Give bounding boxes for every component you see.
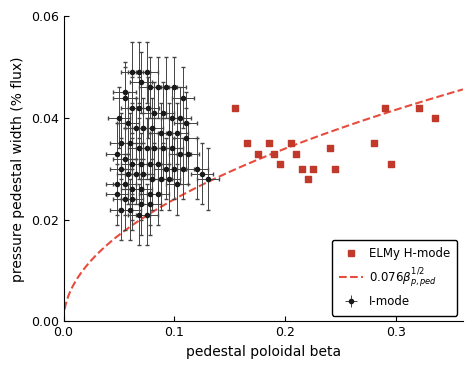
Point [243,140,250,146]
Point [298,166,306,172]
Point [370,140,378,146]
X-axis label: pedestal poloidal beta: pedestal poloidal beta [186,345,341,359]
Point [232,105,239,111]
Point [415,105,422,111]
Y-axis label: pressure pedestal width (% flux): pressure pedestal width (% flux) [11,56,25,282]
Point [310,166,317,172]
Point [287,140,295,146]
Point [382,105,389,111]
Point [293,151,301,157]
Point [265,140,273,146]
Point [387,161,394,167]
Point [254,151,262,157]
Point [276,161,283,167]
Point [304,176,311,182]
Point [326,145,334,151]
Point [271,151,278,157]
Point [331,166,339,172]
Point [431,115,439,121]
Legend: ELMy H-mode, $0.076\beta_{p,ped}^{1/2}$, I-mode: ELMy H-mode, $0.076\beta_{p,ped}^{1/2}$,… [332,240,457,316]
